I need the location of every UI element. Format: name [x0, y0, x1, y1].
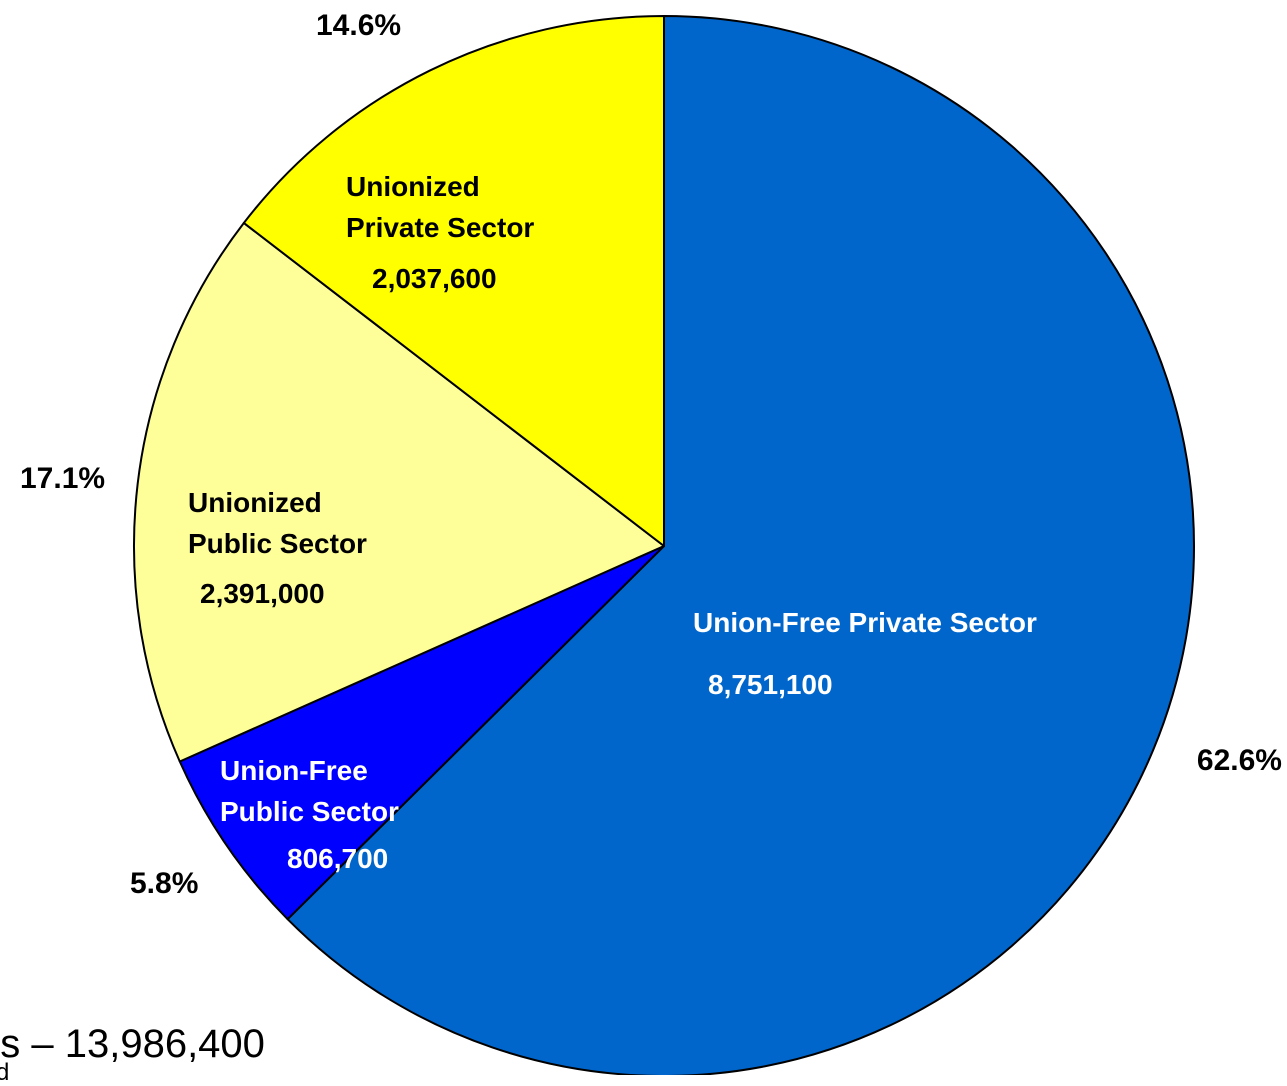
total-employees-text: es – 13,986,400 [0, 1022, 265, 1066]
slice-value-0: 8,751,100 [708, 669, 833, 700]
slice-percent-3: 14.6% [316, 9, 401, 42]
slice-label-2: Unionized Public Sector [188, 487, 367, 559]
slice-label-3: Unionized Private Sector [346, 171, 534, 243]
slice-value-1: 806,700 [287, 843, 388, 874]
slice-percent-2: 17.1% [20, 462, 105, 495]
slice-percent-0: 62.6% [1197, 744, 1282, 777]
slice-value-3: 2,037,600 [372, 263, 497, 294]
pie-slice-0 [286, 15, 1195, 1075]
pie-slice-2 [133, 221, 665, 763]
slice-value-2: 2,391,000 [200, 578, 325, 609]
slice-label-1: Union-Free Public Sector [220, 755, 399, 827]
slice-percent-1: 5.8% [130, 867, 198, 900]
pie-slice-3 [242, 15, 665, 547]
pie-slice-1 [178, 545, 665, 921]
footer-note-text: d [0, 1059, 10, 1086]
slice-label-0: Union-Free Private Sector [693, 607, 1037, 638]
